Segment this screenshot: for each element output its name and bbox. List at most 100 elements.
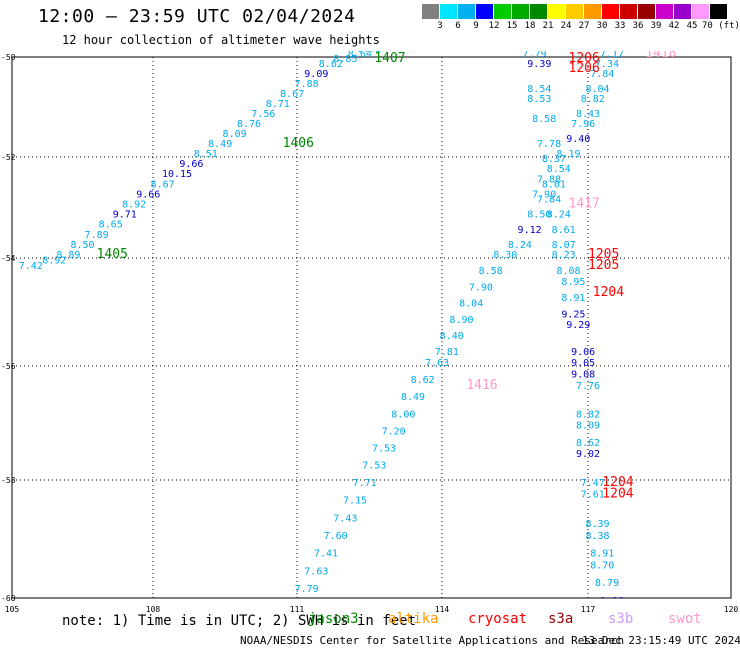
- wave-height-value: 8.91: [590, 549, 614, 560]
- wave-height-value: 7.88: [537, 174, 561, 185]
- color-swatch: [548, 4, 565, 19]
- wave-height-value: 7.71: [353, 478, 377, 489]
- wave-height-value: 8.24: [508, 240, 532, 251]
- color-scale-label: 45: [686, 21, 698, 31]
- color-scale-label: 27: [578, 21, 590, 31]
- color-swatch: [512, 4, 529, 19]
- color-swatch: [566, 4, 583, 19]
- wave-height-value: 9.16: [600, 596, 624, 607]
- color-swatch: [710, 4, 727, 19]
- pass-time-label: 1407: [374, 51, 405, 66]
- wave-height-value: 8.49: [208, 139, 232, 150]
- page-subtitle: 12 hour collection of altimeter wave hei…: [62, 33, 380, 47]
- color-swatch: [674, 4, 691, 19]
- wave-height-value: 8.62: [319, 59, 343, 70]
- wave-height-value: 7.90: [469, 282, 493, 293]
- wave-height-value: 8.82: [576, 409, 600, 420]
- wave-height-value: 7.84: [590, 69, 614, 80]
- wave-height-value: 7.78: [537, 139, 561, 150]
- map-frame: [11, 56, 732, 599]
- color-scale-label: 15: [506, 21, 518, 31]
- latitude-label: -50: [1, 53, 16, 62]
- wave-height-value: 8.92: [42, 255, 66, 266]
- wave-height-value: 9.40: [566, 134, 590, 145]
- wave-height-value: 7.89: [85, 230, 109, 241]
- wave-height-value: 7.60: [324, 531, 348, 542]
- wave-height-value: 7.53: [362, 461, 386, 472]
- wave-height-value: 8.71: [266, 99, 290, 110]
- longitude-label: 120: [724, 605, 739, 614]
- color-scale-label: 3: [437, 21, 443, 31]
- satellite-legend-item: s3b: [608, 611, 634, 627]
- wave-height-value: 7.53: [372, 444, 396, 455]
- wave-height-value: 9.09: [304, 69, 328, 80]
- satellite-legend-item: s3a: [548, 611, 574, 627]
- longitude-label: 114: [435, 605, 450, 614]
- color-swatch: [494, 4, 511, 19]
- color-scale-label: 39: [650, 21, 662, 31]
- satellite-legend-item: swot: [668, 611, 702, 627]
- pass-time-label: 1417: [569, 197, 600, 212]
- pass-time-label: 1406: [283, 136, 314, 151]
- color-scale-label: 70 (ft): [702, 21, 740, 31]
- wave-height-value: 7.81: [435, 347, 459, 358]
- wave-height-value: 8.62: [411, 375, 435, 386]
- color-swatch: [584, 4, 601, 19]
- wave-height-value: 8.76: [237, 119, 261, 130]
- wave-height-value: 7.90: [532, 189, 556, 200]
- wave-height-value: 8.50: [70, 240, 94, 251]
- wave-height-value: 7.76: [576, 381, 600, 392]
- wave-height-value: 9.05: [571, 358, 595, 369]
- latitude-label: -60: [1, 594, 16, 603]
- wave-height-value: 8.09: [223, 129, 247, 140]
- pass-time-label: 1405: [97, 247, 128, 262]
- color-swatch: [440, 4, 457, 19]
- wave-height-value: 8.72: [357, 44, 381, 55]
- satellite-legend-item: altika: [388, 611, 439, 627]
- pass-time-label: 1205: [588, 247, 619, 262]
- page-title: 12:00 – 23:59 UTC 02/04/2024: [38, 6, 356, 27]
- wave-height-value: 8.89: [56, 250, 80, 261]
- wave-height-value: 7.96: [571, 119, 595, 130]
- note-text: note: 1) Time is in UTC; 2) SWH is in fe…: [62, 613, 417, 629]
- pass-time-label: 1206: [569, 61, 600, 76]
- wave-height-value: 7.63: [425, 358, 449, 369]
- color-scale-label: 36: [632, 21, 644, 31]
- wave-height-value: 8.79: [595, 578, 619, 589]
- color-scale-label: 9: [473, 21, 479, 31]
- wave-height-value: 8.58: [532, 114, 556, 125]
- pass-time-label: 1416: [466, 378, 497, 393]
- wave-height-value: 7.34: [595, 59, 619, 70]
- wave-height-value: 8.50: [527, 210, 551, 221]
- pass-time-label: 1204: [593, 285, 624, 300]
- wave-height-value: 8.23: [552, 250, 576, 261]
- wave-height-value: 7.56: [251, 109, 275, 120]
- wave-height-value: 8.92: [122, 200, 146, 211]
- wave-height-value: 8.85: [333, 54, 357, 65]
- wave-height-value: 7.43: [333, 513, 357, 524]
- color-scale-label: 6: [455, 21, 461, 31]
- latitude-label: -52: [1, 153, 16, 162]
- wave-height-value: 8.58: [479, 266, 503, 277]
- wave-height-value: 8.70: [590, 561, 614, 572]
- longitude-label: 117: [581, 605, 596, 614]
- latitude-label: -56: [1, 362, 16, 371]
- wave-height-value: 8.38: [585, 531, 609, 542]
- color-swatch: [620, 4, 637, 19]
- color-scale-label: 12: [488, 21, 500, 31]
- wave-height-value: 8.67: [280, 89, 304, 100]
- satellite-legend: jason3 altika cryosat s3a s3b swot: [0, 611, 740, 631]
- wave-height-value: 8.91: [561, 293, 585, 304]
- pass-time-label: 1204: [602, 475, 633, 490]
- satellite-legend-item: cryosat: [468, 611, 528, 627]
- wave-height-value: 7.88: [295, 79, 319, 90]
- color-scale-label: 24: [560, 21, 572, 31]
- wave-height-value: 8.37: [542, 154, 566, 165]
- wave-height-value: 8.01: [542, 179, 566, 190]
- wave-height-value: 8.30: [493, 250, 517, 261]
- wave-height-value: 8.19: [556, 149, 580, 160]
- color-swatch: [530, 4, 547, 19]
- wave-height-value: 8.61: [552, 225, 576, 236]
- color-swatch: [656, 4, 673, 19]
